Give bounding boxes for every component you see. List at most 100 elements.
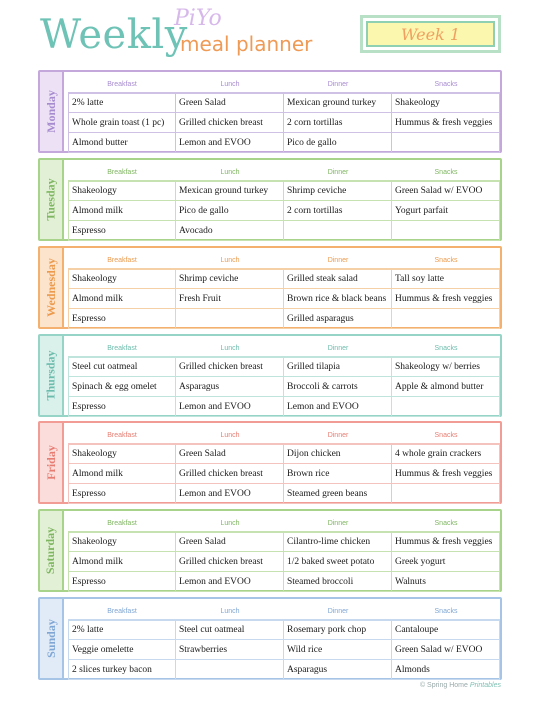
day-block-saturday: Saturday Breakfast Lunch Dinner Snacks Shakeo… bbox=[38, 509, 502, 592]
meal-cell-lunch: Green Salad bbox=[176, 532, 284, 552]
day-tab: Saturday bbox=[40, 511, 64, 590]
meal-cell-snacks: 4 whole grain crackers bbox=[392, 444, 500, 464]
day-block-friday: Friday Breakfast Lunch Dinner Snacks Shakeolo… bbox=[38, 421, 502, 504]
meal-cell-snacks: Walnuts bbox=[392, 572, 500, 592]
meal-cell-snacks bbox=[392, 221, 500, 241]
meal-cell-snacks bbox=[392, 484, 500, 504]
column-header-lunch: Lunch bbox=[176, 252, 284, 269]
column-header-breakfast: Breakfast bbox=[68, 164, 176, 181]
meal-cell-dinner: Lemon and EVOO bbox=[284, 397, 392, 417]
column-header-breakfast: Breakfast bbox=[68, 76, 176, 93]
meal-cell-breakfast: Espresso bbox=[68, 397, 176, 417]
brand-name: PiYo bbox=[174, 6, 222, 31]
meal-cell-lunch: Fresh Fruit bbox=[176, 289, 284, 309]
column-header-snacks: Snacks bbox=[392, 603, 500, 620]
meal-cell-breakfast: Shakeology bbox=[68, 181, 176, 201]
meal-cell-breakfast: 2 slices turkey bacon bbox=[68, 660, 176, 680]
meal-cell-dinner: Rosemary pork chop bbox=[284, 620, 392, 640]
meal-cell-breakfast: Almond milk bbox=[68, 201, 176, 221]
meal-cell-lunch: Shrimp ceviche bbox=[176, 269, 284, 289]
meal-cell-snacks: Hummus & fresh veggies bbox=[392, 289, 500, 309]
meal-cell-breakfast: 2% latte bbox=[68, 93, 176, 113]
meal-cell-dinner bbox=[284, 221, 392, 241]
meal-cell-breakfast: Shakeology bbox=[68, 444, 176, 464]
meal-cell-lunch bbox=[176, 309, 284, 329]
meal-cell-breakfast: Shakeology bbox=[68, 269, 176, 289]
meal-cell-dinner: Mexican ground turkey bbox=[284, 93, 392, 113]
meal-cell-lunch: Green Salad bbox=[176, 444, 284, 464]
column-header-dinner: Dinner bbox=[284, 340, 392, 357]
meal-grid: Breakfast Lunch Dinner Snacks Shakeology Gree… bbox=[68, 427, 500, 504]
meal-cell-lunch: Grilled chicken breast bbox=[176, 552, 284, 572]
day-label: Friday bbox=[43, 445, 58, 480]
column-header-snacks: Snacks bbox=[392, 164, 500, 181]
week-label: Week 1 bbox=[366, 21, 495, 47]
meal-cell-lunch: Lemon and EVOO bbox=[176, 133, 284, 153]
meal-cell-lunch: Asparagus bbox=[176, 377, 284, 397]
meal-cell-snacks: Tall soy latte bbox=[392, 269, 500, 289]
meal-cell-snacks: Almonds bbox=[392, 660, 500, 680]
day-block-monday: Monday Breakfast Lunch Dinner Snacks 2% latte… bbox=[38, 70, 502, 153]
meal-cell-dinner: 2 corn tortillas bbox=[284, 113, 392, 133]
meal-cell-breakfast: Spinach & egg omelet bbox=[68, 377, 176, 397]
meal-cell-dinner: Dijon chicken bbox=[284, 444, 392, 464]
meal-cell-lunch: Pico de gallo bbox=[176, 201, 284, 221]
meal-cell-breakfast: Almond butter bbox=[68, 133, 176, 153]
meal-cell-dinner: Broccoli & carrots bbox=[284, 377, 392, 397]
meal-cell-breakfast: Espresso bbox=[68, 484, 176, 504]
meal-cell-dinner: Brown rice & black beans bbox=[284, 289, 392, 309]
day-label: Monday bbox=[43, 90, 58, 133]
column-header-lunch: Lunch bbox=[176, 340, 284, 357]
meal-cell-dinner: Grilled steak salad bbox=[284, 269, 392, 289]
meal-cell-lunch: Strawberries bbox=[176, 640, 284, 660]
meal-cell-breakfast: Almond milk bbox=[68, 289, 176, 309]
meal-cell-lunch: Lemon and EVOO bbox=[176, 484, 284, 504]
footer-brand: Printables bbox=[469, 682, 501, 689]
meal-grid: Breakfast Lunch Dinner Snacks Shakeology Gree… bbox=[68, 515, 500, 592]
meal-cell-lunch: Lemon and EVOO bbox=[176, 397, 284, 417]
meal-cell-lunch bbox=[176, 660, 284, 680]
meal-cell-breakfast: Espresso bbox=[68, 572, 176, 592]
meal-cell-snacks: Greek yogurt bbox=[392, 552, 500, 572]
day-block-tuesday: Tuesday Breakfast Lunch Dinner Snacks Shakeol… bbox=[38, 158, 502, 241]
column-header-dinner: Dinner bbox=[284, 515, 392, 532]
meal-cell-lunch: Avocado bbox=[176, 221, 284, 241]
meal-cell-snacks: Yogurt parfait bbox=[392, 201, 500, 221]
meal-cell-lunch: Steel cut oatmeal bbox=[176, 620, 284, 640]
column-header-breakfast: Breakfast bbox=[68, 340, 176, 357]
day-label: Thursday bbox=[43, 350, 58, 401]
meal-cell-lunch: Green Salad bbox=[176, 93, 284, 113]
meal-cell-dinner: 2 corn tortillas bbox=[284, 201, 392, 221]
meal-cell-dinner: Asparagus bbox=[284, 660, 392, 680]
day-tab: Wednesday bbox=[40, 248, 64, 327]
meal-cell-breakfast: Almond milk bbox=[68, 552, 176, 572]
meal-cell-dinner: Wild rice bbox=[284, 640, 392, 660]
meal-cell-breakfast: Shakeology bbox=[68, 532, 176, 552]
meal-cell-lunch: Grilled chicken breast bbox=[176, 464, 284, 484]
day-tab: Thursday bbox=[40, 336, 64, 415]
meal-grid: Breakfast Lunch Dinner Snacks 2% latte Green … bbox=[68, 76, 500, 153]
meal-cell-dinner: Steamed broccoli bbox=[284, 572, 392, 592]
meal-cell-snacks: Green Salad w/ EVOO bbox=[392, 640, 500, 660]
meal-grid: Breakfast Lunch Dinner Snacks Steel cut oatm… bbox=[68, 340, 500, 417]
meal-cell-dinner: Cilantro-lime chicken bbox=[284, 532, 392, 552]
meal-cell-snacks: Hummus & fresh veggies bbox=[392, 532, 500, 552]
column-header-dinner: Dinner bbox=[284, 603, 392, 620]
column-header-snacks: Snacks bbox=[392, 515, 500, 532]
day-tab: Friday bbox=[40, 423, 64, 502]
meal-cell-breakfast: Almond milk bbox=[68, 464, 176, 484]
column-header-lunch: Lunch bbox=[176, 603, 284, 620]
meal-cell-breakfast: 2% latte bbox=[68, 620, 176, 640]
meal-cell-snacks: Hummus & fresh veggies bbox=[392, 464, 500, 484]
meal-cell-snacks bbox=[392, 133, 500, 153]
meal-cell-snacks: Shakeology w/ berries bbox=[392, 357, 500, 377]
column-header-snacks: Snacks bbox=[392, 76, 500, 93]
column-header-dinner: Dinner bbox=[284, 76, 392, 93]
column-header-breakfast: Breakfast bbox=[68, 427, 176, 444]
meal-cell-lunch: Grilled chicken breast bbox=[176, 113, 284, 133]
column-header-lunch: Lunch bbox=[176, 76, 284, 93]
day-label: Saturday bbox=[43, 526, 58, 575]
meal-cell-dinner: Brown rice bbox=[284, 464, 392, 484]
meal-grid: Breakfast Lunch Dinner Snacks Shakeology Shri… bbox=[68, 252, 500, 329]
meal-grid: Breakfast Lunch Dinner Snacks Shakeology Mexi… bbox=[68, 164, 500, 241]
